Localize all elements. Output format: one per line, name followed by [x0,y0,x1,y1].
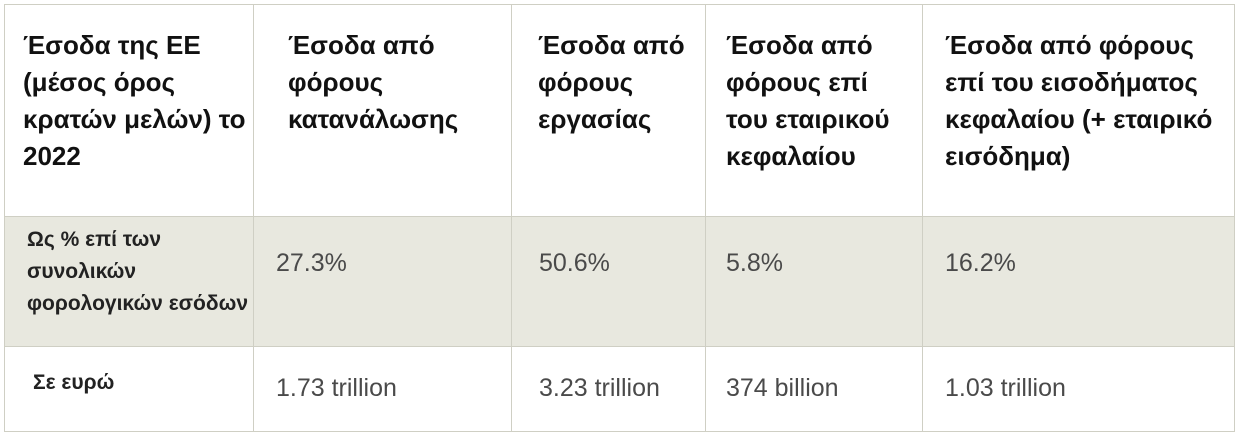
value-cell: 1.03 trillion [922,346,1235,432]
header-row: Έσοδα της ΕΕ (μέσος όρος κρατών μελών) τ… [4,4,1235,217]
value-cell: 50.6% [511,216,706,347]
value-cell: 16.2% [922,216,1235,347]
row-label-euro: Σε ευρώ [4,346,254,432]
value-cell: 27.3% [253,216,512,347]
header-cell-consumption-taxes: Έσοδα από φόρους κατανάλωσης [253,4,512,217]
value-cell: 3.23 trillion [511,346,706,432]
header-cell-eu-revenue: Έσοδα της ΕΕ (μέσος όρος κρατών μελών) τ… [4,4,254,217]
table-row-euro: Σε ευρώ 1.73 trillion 3.23 trillion 374 … [4,346,1235,432]
row-label-percent: Ως % επί των συνολικών φορολογικών εσόδω… [4,216,254,347]
value-cell: 374 billion [705,346,923,432]
header-cell-labour-taxes: Έσοδα από φόρους εργασίας [511,4,706,217]
table-row-percent: Ως % επί των συνολικών φορολογικών εσόδω… [4,216,1235,347]
header-cell-corporate-capital-taxes: Έσοδα από φόρους επί του εταιρικού κεφαλ… [705,4,923,217]
header-cell-capital-income-taxes: Έσοδα από φόρους επί του εισοδήματος κεφ… [922,4,1235,217]
value-cell: 5.8% [705,216,923,347]
value-cell: 1.73 trillion [253,346,512,432]
tax-revenue-table: Έσοδα της ΕΕ (μέσος όρος κρατών μελών) τ… [4,4,1235,432]
